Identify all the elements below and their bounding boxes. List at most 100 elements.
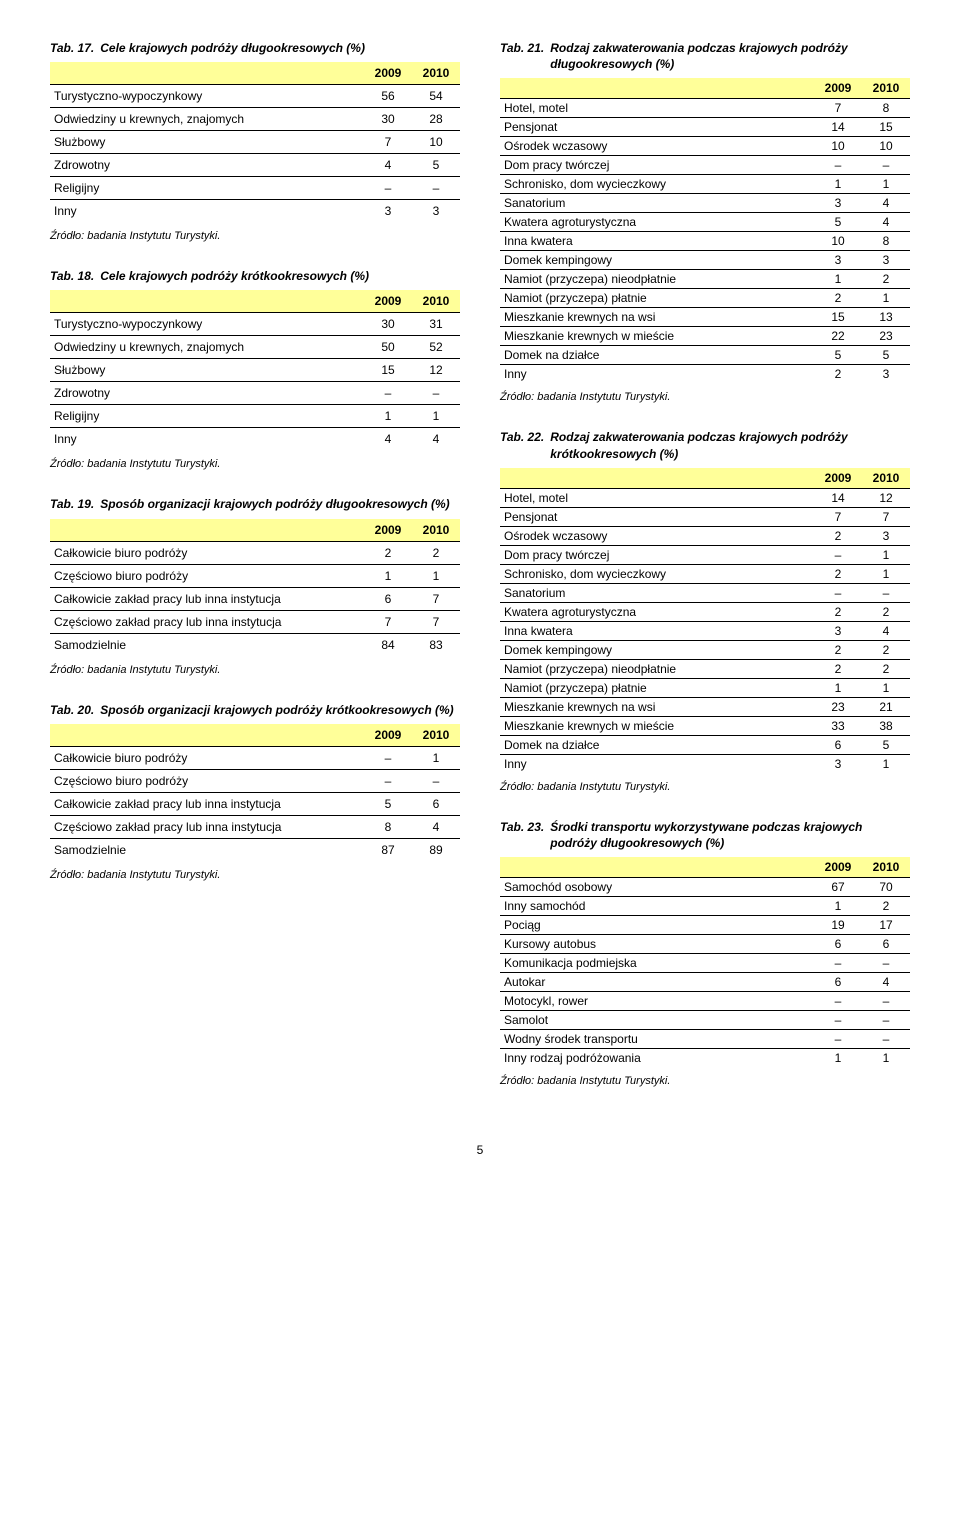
row-value: 1 xyxy=(814,678,862,697)
row-value: 1 xyxy=(862,564,910,583)
row-value: 52 xyxy=(412,336,460,359)
row-value: 4 xyxy=(412,428,460,451)
row-label: Turystyczno-wypoczynkowy xyxy=(50,85,364,108)
page-columns: Tab. 17. Cele krajowych podróży długookr… xyxy=(50,40,910,1113)
row-label: Całkowicie zakład pracy lub inna instytu… xyxy=(50,587,364,610)
table-18-head-2010: 2010 xyxy=(412,290,460,313)
row-value: – xyxy=(862,583,910,602)
table-19-caption: Tab. 19. Sposób organizacji krajowych po… xyxy=(50,496,460,512)
table-row: Służbowy710 xyxy=(50,131,460,154)
table-18-number: Tab. 18. xyxy=(50,268,100,284)
table-row: Domek na działce55 xyxy=(500,346,910,365)
row-value: 1 xyxy=(814,270,862,289)
row-value: 1 xyxy=(862,1049,910,1068)
table-row: Turystyczno-wypoczynkowy5654 xyxy=(50,85,460,108)
row-value: – xyxy=(412,769,460,792)
row-value: 7 xyxy=(862,507,910,526)
table-row: Częściowo zakład pracy lub inna instytuc… xyxy=(50,610,460,633)
row-value: 1 xyxy=(862,289,910,308)
table-row: Turystyczno-wypoczynkowy3031 xyxy=(50,313,460,336)
row-value: 1 xyxy=(364,405,412,428)
table-23: 2009 2010 Samochód osobowy6770Inny samoc… xyxy=(500,857,910,1067)
row-value: 2 xyxy=(862,270,910,289)
row-label: Inny rodzaj podróżowania xyxy=(500,1049,814,1068)
row-label: Inna kwatera xyxy=(500,232,814,251)
table-row: Inny rodzaj podróżowania11 xyxy=(500,1049,910,1068)
row-value: 3 xyxy=(862,365,910,384)
row-value: 2 xyxy=(814,526,862,545)
row-value: 1 xyxy=(412,405,460,428)
row-value: 83 xyxy=(412,633,460,656)
table-row: Całkowicie zakład pracy lub inna instytu… xyxy=(50,587,460,610)
table-row: Inny33 xyxy=(50,200,460,223)
table-row: Służbowy1512 xyxy=(50,359,460,382)
row-label: Ośrodek wczasowy xyxy=(500,526,814,545)
row-value: 67 xyxy=(814,878,862,897)
table-row: Namiot (przyczepa) płatnie21 xyxy=(500,289,910,308)
row-value: 5 xyxy=(814,213,862,232)
table-23-head-2010: 2010 xyxy=(862,857,910,878)
table-17-head-2010: 2010 xyxy=(412,62,460,85)
table-19-head-blank xyxy=(50,519,364,542)
row-value: – xyxy=(862,1011,910,1030)
row-value: 8 xyxy=(364,815,412,838)
row-value: – xyxy=(814,1011,862,1030)
row-value: 5 xyxy=(412,154,460,177)
table-row: Namiot (przyczepa) płatnie11 xyxy=(500,678,910,697)
row-value: 1 xyxy=(862,175,910,194)
row-value: 3 xyxy=(814,251,862,270)
table-17-title: Cele krajowych podróży długookresowych (… xyxy=(100,40,460,56)
row-value: – xyxy=(412,177,460,200)
table-row: Całkowicie biuro podróży22 xyxy=(50,541,460,564)
table-21-number: Tab. 21. xyxy=(500,40,550,72)
table-row: Kursowy autobus66 xyxy=(500,935,910,954)
table-23-body: Samochód osobowy6770Inny samochód12Pocią… xyxy=(500,878,910,1068)
table-row: Religijny–– xyxy=(50,177,460,200)
row-value: 6 xyxy=(814,935,862,954)
table-17-head-blank xyxy=(50,62,364,85)
table-19-head-2010: 2010 xyxy=(412,519,460,542)
row-value: 4 xyxy=(364,154,412,177)
table-row: Namiot (przyczepa) nieodpłatnie22 xyxy=(500,659,910,678)
row-label: Domek na działce xyxy=(500,346,814,365)
row-value: 3 xyxy=(862,526,910,545)
row-value: 30 xyxy=(364,313,412,336)
table-row: Częściowo biuro podróży11 xyxy=(50,564,460,587)
row-label: Inny xyxy=(500,365,814,384)
row-value: 4 xyxy=(364,428,412,451)
row-value: 2 xyxy=(862,602,910,621)
table-row: Mieszkanie krewnych na wsi2321 xyxy=(500,697,910,716)
row-value: – xyxy=(862,1030,910,1049)
table-17-head-2009: 2009 xyxy=(364,62,412,85)
table-20-source: Źródło: badania Instytutu Turystyki. xyxy=(50,869,460,881)
row-value: 2 xyxy=(814,365,862,384)
row-label: Pociąg xyxy=(500,916,814,935)
row-value: 84 xyxy=(364,633,412,656)
row-value: 31 xyxy=(412,313,460,336)
row-label: Inny samochód xyxy=(500,897,814,916)
table-row: Inna kwatera34 xyxy=(500,621,910,640)
table-19-head-2009: 2009 xyxy=(364,519,412,542)
table-19-source: Źródło: badania Instytutu Turystyki. xyxy=(50,664,460,676)
row-label: Dom pracy twórczej xyxy=(500,156,814,175)
table-row: Całkowicie zakład pracy lub inna instytu… xyxy=(50,792,460,815)
row-label: Kwatera agroturystyczna xyxy=(500,213,814,232)
row-value: 2 xyxy=(814,659,862,678)
table-17-caption: Tab. 17. Cele krajowych podróży długookr… xyxy=(50,40,460,56)
table-23-source: Źródło: badania Instytutu Turystyki. xyxy=(500,1075,910,1087)
row-label: Częściowo biuro podróży xyxy=(50,769,364,792)
row-label: Całkowicie biuro podróży xyxy=(50,746,364,769)
table-23-caption: Tab. 23. Środki transportu wykorzystywan… xyxy=(500,819,910,851)
row-label: Domek na działce xyxy=(500,735,814,754)
table-20-block: Tab. 20. Sposób organizacji krajowych po… xyxy=(50,702,460,881)
table-17-body: Turystyczno-wypoczynkowy5654Odwiedziny u… xyxy=(50,85,460,223)
row-value: 13 xyxy=(862,308,910,327)
row-label: Mieszkanie krewnych na wsi xyxy=(500,697,814,716)
table-row: Zdrowotny–– xyxy=(50,382,460,405)
row-value: 7 xyxy=(412,610,460,633)
row-label: Ośrodek wczasowy xyxy=(500,137,814,156)
row-label: Sanatorium xyxy=(500,194,814,213)
row-label: Namiot (przyczepa) płatnie xyxy=(500,289,814,308)
table-22-number: Tab. 22. xyxy=(500,429,550,461)
table-row: Samolot–– xyxy=(500,1011,910,1030)
